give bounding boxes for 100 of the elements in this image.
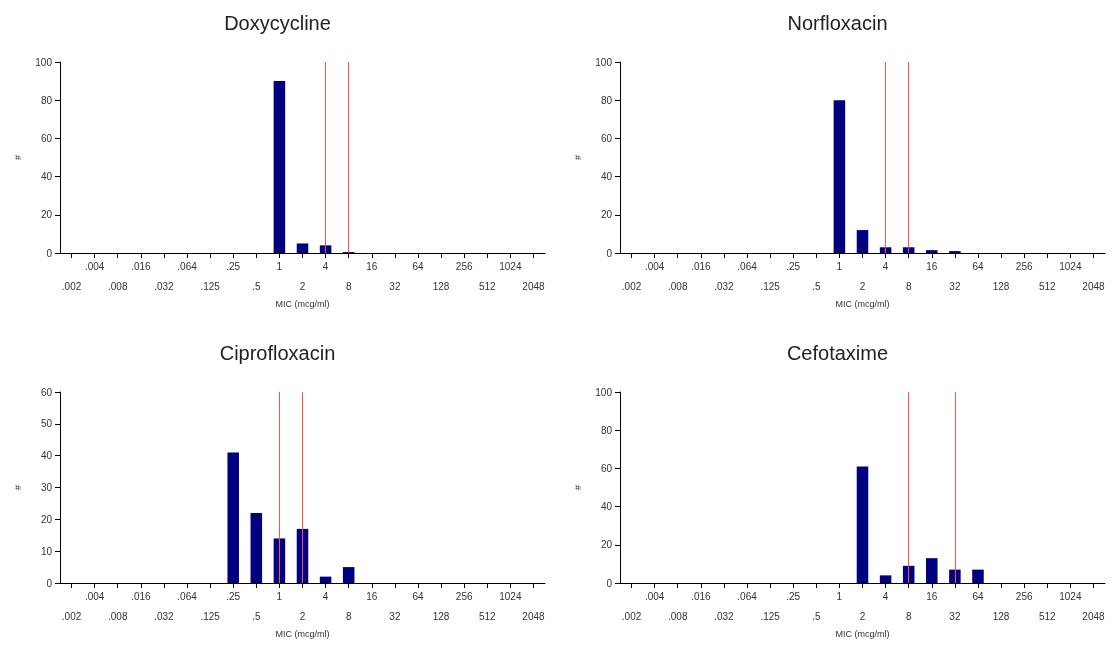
x-tick-label: 32 (389, 610, 401, 622)
y-tick-label: 60 (40, 386, 53, 398)
y-tick-label: 60 (600, 462, 613, 474)
x-tick-label: .032 (714, 280, 735, 292)
x-tick-label: 8 (905, 280, 912, 292)
x-tick-label: 128 (992, 610, 1010, 622)
chart-title: Ciprofloxacin (219, 342, 336, 364)
x-tick-label: .125 (200, 610, 221, 622)
y-tick-label: 60 (600, 132, 613, 144)
bar (949, 569, 961, 583)
bar (856, 230, 869, 253)
x-tick-label: .125 (760, 280, 781, 292)
y-tick-label: 40 (40, 450, 53, 462)
y-tick-label: 30 (40, 482, 53, 493)
x-tick-label: .004 (644, 260, 665, 272)
x-tick-label: 1 (276, 260, 283, 272)
x-tick-label: 512 (478, 280, 497, 292)
y-axis-title: # (572, 154, 583, 161)
x-tick-label: 1024 (1059, 590, 1082, 602)
x-tick-label: 256 (1015, 260, 1033, 272)
bar (342, 567, 355, 583)
y-tick-label: 20 (600, 539, 613, 551)
bar (296, 243, 309, 253)
x-tick-label: .125 (760, 610, 781, 622)
x-tick-label: 8 (345, 280, 352, 292)
x-tick-label: .002 (621, 610, 642, 622)
x-tick-label: .25 (786, 590, 801, 602)
y-tick-label: 0 (46, 247, 53, 259)
y-tick-label: 20 (600, 209, 613, 221)
x-tick-label: 8 (905, 610, 912, 622)
x-tick-label: 2 (299, 280, 306, 292)
bar (250, 512, 263, 583)
bar (227, 452, 239, 583)
x-tick-label: 128 (992, 280, 1010, 292)
x-tick-label: .004 (84, 590, 105, 602)
x-tick-label: 4 (322, 590, 329, 602)
x-tick-label: 64 (972, 590, 984, 602)
x-tick-label: .008 (108, 610, 128, 622)
x-tick-label: .032 (714, 610, 735, 622)
x-tick-label: 8 (345, 610, 352, 622)
y-tick-label: 0 (606, 577, 613, 589)
x-axis-title: MIC (mcg/ml) (835, 628, 890, 639)
x-tick-label: 16 (366, 590, 378, 602)
x-tick-label: 32 (949, 280, 961, 292)
bar (926, 250, 938, 253)
y-tick-label: 60 (40, 132, 53, 144)
x-tick-label: 1024 (1059, 260, 1082, 272)
x-tick-label: 256 (455, 590, 473, 602)
x-axis-title: MIC (mcg/ml) (835, 298, 890, 309)
y-tick-label: 50 (40, 418, 53, 430)
x-tick-label: .002 (61, 280, 82, 292)
y-tick-label: 20 (40, 209, 53, 221)
y-tick-label: 100 (595, 56, 613, 68)
bar (926, 558, 938, 583)
x-tick-label: .125 (200, 280, 221, 292)
x-tick-label: .064 (177, 590, 198, 602)
x-tick-label: .002 (621, 280, 642, 292)
x-tick-label: .008 (668, 610, 688, 622)
y-tick-label: 80 (600, 94, 613, 106)
x-tick-label: .064 (737, 260, 758, 272)
x-tick-label: 256 (455, 260, 473, 272)
y-tick-label: 0 (606, 247, 613, 259)
y-axis-title: # (572, 484, 583, 491)
x-tick-label: .5 (812, 610, 821, 622)
x-tick-label: .004 (644, 590, 665, 602)
x-tick-label: 2048 (1082, 610, 1106, 622)
y-tick-label: 20 (40, 513, 53, 525)
y-tick-label: 40 (600, 171, 613, 183)
y-tick-label: 40 (40, 171, 53, 183)
x-tick-label: 1 (836, 260, 843, 272)
x-tick-label: .25 (226, 590, 241, 602)
x-tick-label: .004 (84, 260, 105, 272)
x-tick-label: 4 (882, 590, 889, 602)
x-tick-label: 2 (859, 280, 866, 292)
x-tick-label: 16 (366, 260, 378, 272)
x-tick-label: .008 (668, 280, 688, 292)
x-tick-label: 16 (926, 590, 938, 602)
x-tick-label: .5 (252, 610, 261, 622)
y-axis-title: # (12, 484, 23, 491)
x-tick-label: .5 (252, 280, 261, 292)
x-tick-label: 2 (859, 610, 866, 622)
bar (319, 245, 332, 253)
x-tick-label: .016 (691, 590, 711, 602)
x-tick-label: 128 (432, 280, 450, 292)
x-tick-label: .008 (108, 280, 128, 292)
x-tick-label: 1 (276, 590, 283, 602)
x-tick-label: .002 (61, 610, 82, 622)
y-tick-label: 80 (40, 94, 53, 106)
y-tick-label: 40 (600, 501, 613, 513)
x-tick-label: .016 (131, 590, 151, 602)
x-tick-label: 2 (299, 610, 306, 622)
x-tick-label: 1 (836, 590, 843, 602)
bar (879, 575, 892, 583)
x-tick-label: .064 (177, 260, 198, 272)
y-tick-label: 10 (40, 545, 53, 557)
x-tick-label: .25 (786, 260, 801, 272)
bar (972, 569, 984, 583)
x-tick-label: 2048 (1082, 280, 1106, 292)
x-tick-label: 64 (412, 260, 424, 272)
x-axis-title: MIC (mcg/ml) (275, 298, 330, 309)
